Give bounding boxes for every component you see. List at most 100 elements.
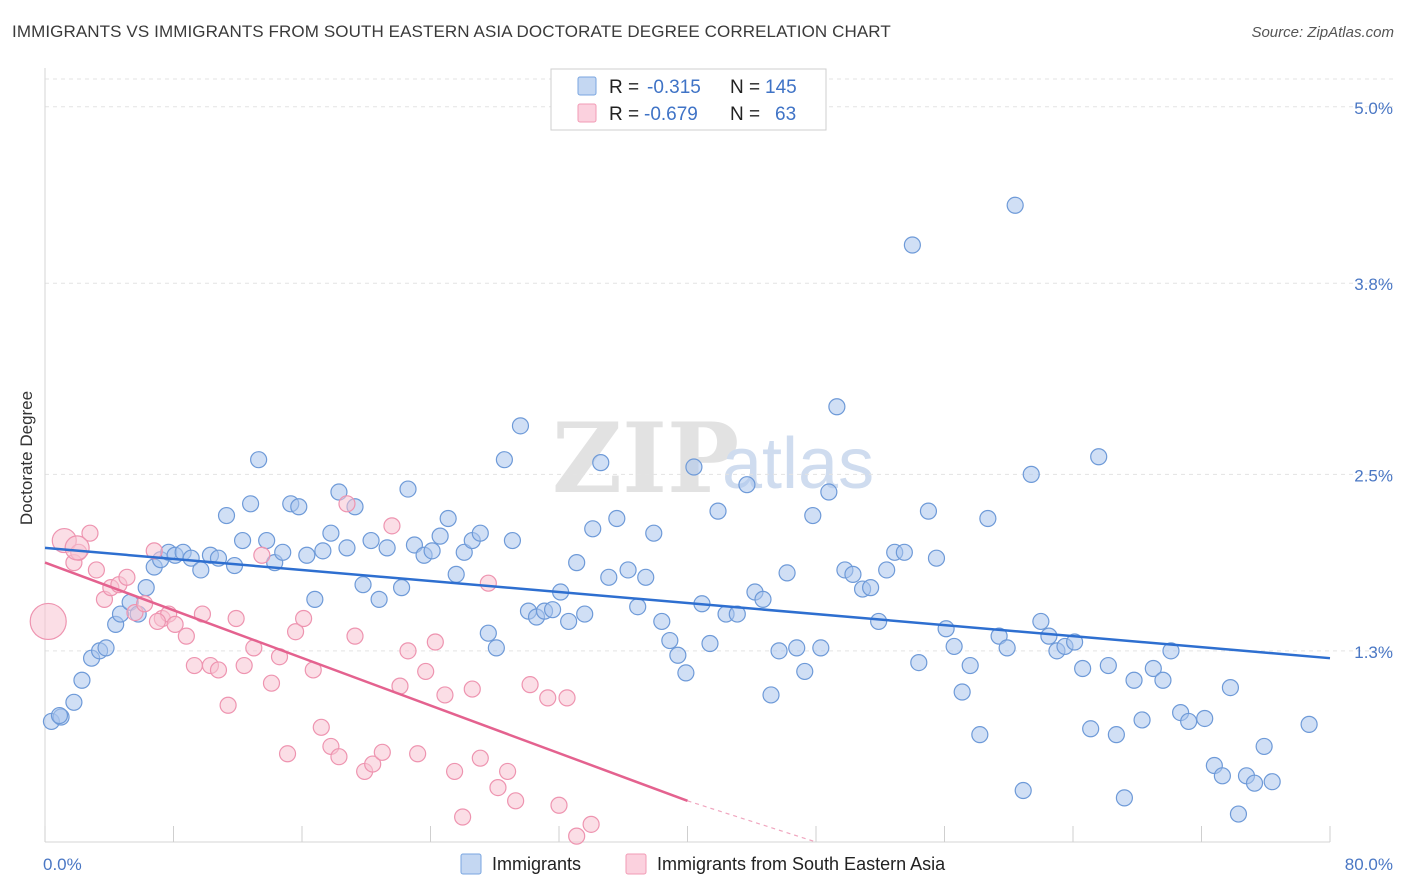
point-sea-38	[364, 755, 382, 773]
point-immigrants-94	[820, 483, 838, 501]
point-sea-57	[550, 796, 568, 814]
point-immigrants-146	[1300, 715, 1318, 733]
point-sea-49	[463, 680, 481, 698]
point-immigrants-104	[903, 236, 921, 254]
chart-title: IMMIGRANTS VS IMMIGRANTS FROM SOUTH EAST…	[12, 22, 891, 41]
point-immigrants-6	[97, 639, 115, 657]
point-immigrants-57	[511, 417, 530, 435]
point-immigrants-75	[661, 631, 679, 650]
point-sea-9	[118, 568, 136, 586]
point-immigrants-128	[1107, 726, 1125, 744]
point-sea-44	[417, 662, 435, 681]
point-immigrants-39	[362, 531, 380, 550]
point-immigrants-117	[1014, 781, 1032, 800]
legend-n-label-2: N =	[730, 104, 760, 125]
axes	[44, 68, 1331, 843]
point-sea-52	[489, 778, 507, 797]
point-immigrants-68	[600, 568, 618, 586]
point-immigrants-63	[560, 612, 578, 631]
point-immigrants-103	[895, 543, 913, 561]
point-immigrants-74	[653, 612, 671, 631]
point-immigrants-56	[503, 531, 522, 550]
legend-box	[550, 68, 827, 131]
point-immigrants-144	[1255, 737, 1273, 756]
point-sea-0	[29, 602, 67, 641]
point-immigrants-112	[971, 726, 989, 744]
point-immigrants-26	[258, 531, 276, 550]
point-immigrants-89	[778, 564, 796, 582]
point-immigrants-40	[370, 590, 388, 608]
point-immigrants-28	[274, 543, 292, 561]
y-tick-labels: 1.3% 2.5% 3.8% 5.0%	[1354, 99, 1393, 662]
point-sea-4	[81, 524, 99, 542]
point-immigrants-78	[685, 458, 703, 476]
point-sea-23	[235, 656, 253, 675]
point-immigrants-55	[495, 451, 513, 469]
point-immigrants-140	[1221, 678, 1240, 697]
legend-r-value-2: -0.679	[644, 104, 698, 125]
point-immigrants-36	[338, 539, 356, 557]
point-sea-29	[286, 623, 305, 641]
trendline-sea	[44, 561, 688, 802]
point-immigrants-127	[1099, 656, 1117, 675]
point-sea-15	[166, 615, 184, 633]
point-immigrants-23	[233, 531, 252, 550]
point-sea-53	[499, 762, 517, 781]
legend-r-value-1: -0.315	[647, 77, 701, 98]
point-immigrants-43	[399, 480, 417, 498]
point-immigrants-61	[543, 601, 562, 619]
point-immigrants-18	[192, 561, 210, 579]
y-tick-label-2: 3.8%	[1354, 275, 1393, 294]
point-immigrants-132	[1144, 659, 1162, 678]
point-immigrants-42	[392, 579, 411, 597]
y-axis-title: Doctorate Degree	[17, 391, 36, 525]
correlation-legend: R = -0.315 N = 145 R = -0.679 N = 63	[550, 68, 827, 131]
trendlines	[44, 546, 1331, 843]
point-immigrants-143	[1245, 774, 1264, 792]
point-sea-5	[87, 561, 106, 579]
legend-n-label-1: N =	[730, 77, 760, 98]
point-sea-40	[383, 517, 401, 535]
y-tick-label-3: 5.0%	[1354, 99, 1393, 118]
point-sea-17	[185, 656, 203, 675]
point-immigrants-91	[796, 662, 814, 681]
y-tick-label-1: 2.5%	[1354, 466, 1393, 485]
point-immigrants-93	[812, 639, 830, 657]
point-immigrants-54	[487, 639, 505, 657]
point-immigrants-25	[250, 451, 268, 469]
point-immigrants-113	[979, 509, 997, 528]
point-sea-51	[479, 574, 497, 592]
point-immigrants-87	[762, 686, 780, 704]
point-immigrants-120	[1040, 627, 1058, 645]
legend-r-label-2: R =	[609, 104, 639, 125]
point-immigrants-124	[1074, 659, 1092, 678]
point-sea-39	[373, 743, 391, 761]
point-sea-42	[399, 642, 417, 660]
x-tick-label-max: 80.0%	[1345, 855, 1393, 874]
point-immigrants-118	[1022, 465, 1040, 483]
point-immigrants-32	[306, 590, 324, 608]
point-immigrants-3	[73, 671, 91, 689]
trendline-immigrants	[44, 546, 1331, 660]
point-immigrants-66	[584, 520, 602, 538]
point-immigrants-84	[738, 476, 756, 494]
point-sea-58	[558, 689, 576, 707]
point-immigrants-34	[322, 524, 340, 542]
point-immigrants-92	[804, 506, 822, 525]
point-sea-55	[521, 676, 539, 694]
point-immigrants-35	[330, 483, 348, 501]
point-immigrants-77	[677, 664, 695, 682]
point-immigrants-46	[423, 542, 441, 560]
point-sea-45	[426, 633, 444, 651]
point-immigrants-69	[608, 509, 626, 528]
point-sea-59	[568, 827, 586, 845]
point-immigrants-116	[1006, 196, 1024, 214]
point-immigrants-41	[378, 539, 396, 557]
point-immigrants-106	[919, 502, 938, 520]
point-immigrants-76	[669, 646, 687, 664]
point-immigrants-139	[1213, 767, 1231, 785]
point-sea-62	[148, 612, 167, 631]
point-immigrants-126	[1090, 448, 1108, 466]
point-immigrants-38	[354, 576, 372, 594]
point-sea-30	[295, 609, 313, 628]
